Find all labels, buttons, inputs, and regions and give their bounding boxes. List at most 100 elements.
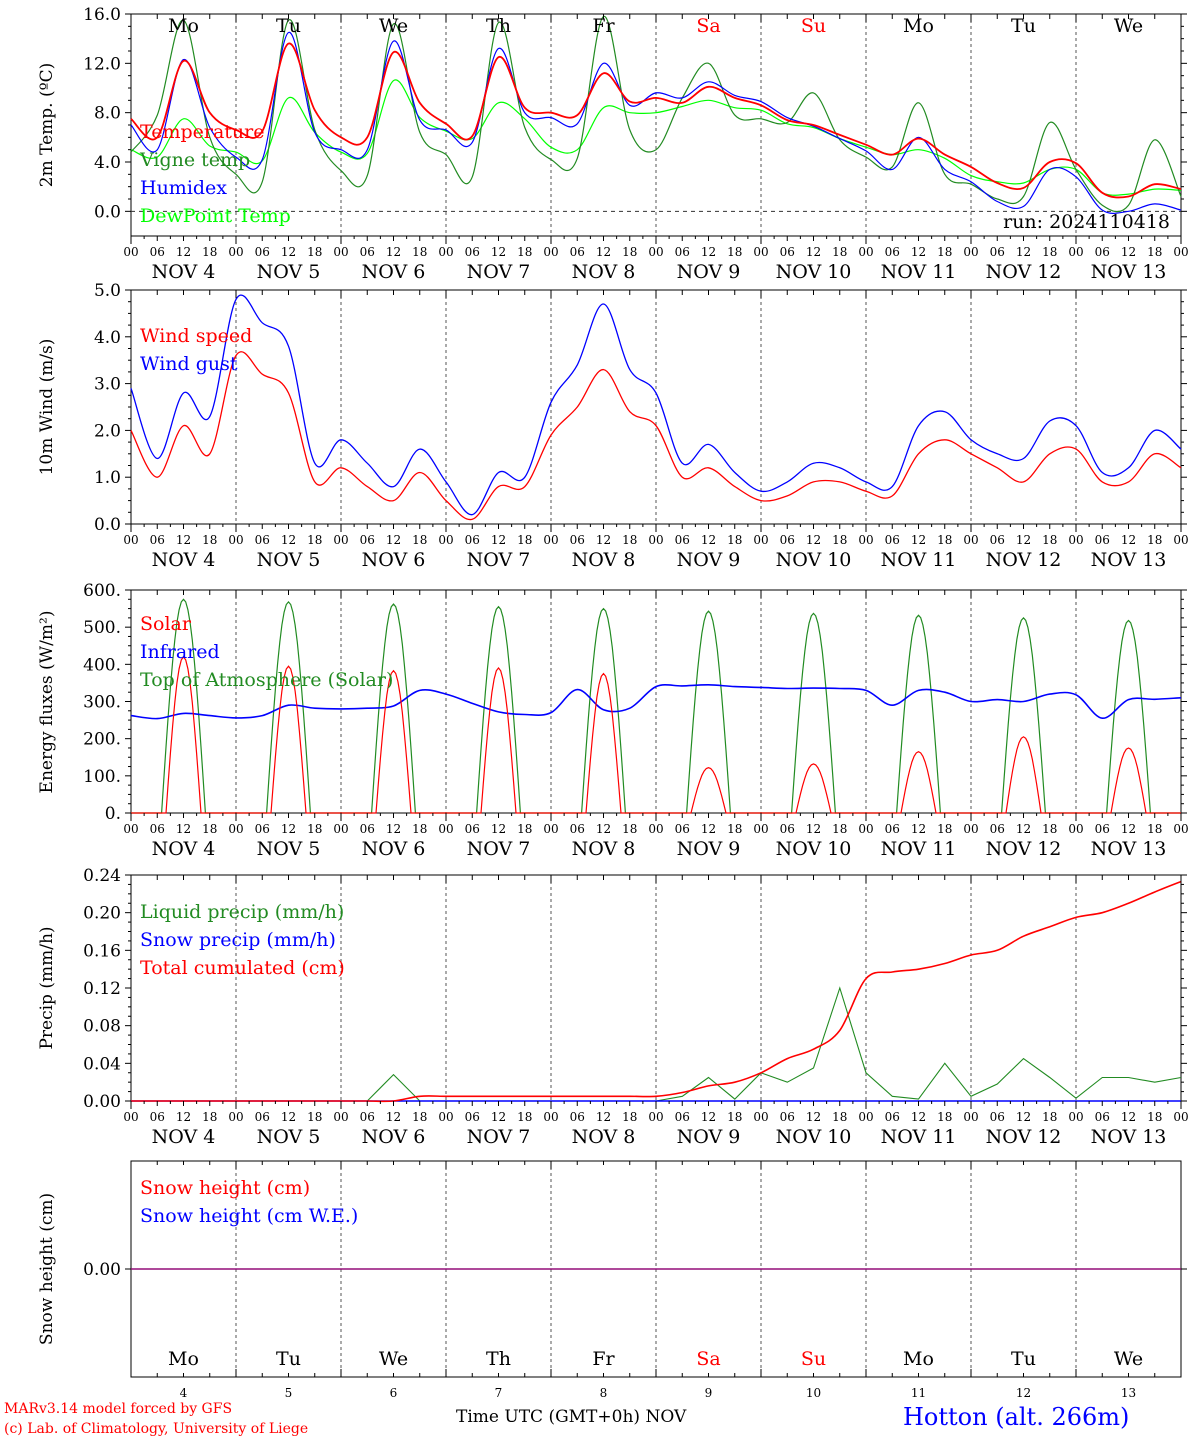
y-tick-label: 0.0: [94, 515, 121, 535]
x-tick-label: 00: [543, 245, 558, 259]
weekday-label: Su: [801, 1348, 826, 1370]
y-tick-label: 0.08: [83, 1017, 121, 1037]
series-line-dewpoint-temp: [130, 79, 1182, 196]
x-tick-label: 18: [832, 1110, 847, 1124]
series-line-wind-speed: [130, 351, 1182, 521]
x-tick-label: 12: [491, 822, 506, 836]
date-label: NOV 13: [1091, 261, 1167, 283]
day-number-label: 9: [705, 1386, 713, 1400]
x-tick-label: 00: [123, 245, 138, 259]
x-tick-label: 06: [675, 822, 690, 836]
x-tick-label: 18: [412, 245, 427, 259]
x-tick-label: 00: [123, 822, 138, 836]
x-tick-label: 06: [150, 822, 165, 836]
legend-entry: Liquid precip (mm/h): [140, 901, 344, 923]
x-tick-label: 06: [1095, 533, 1110, 547]
day-number-label: 5: [285, 1386, 293, 1400]
legend-entry: Vigne temp: [139, 149, 250, 171]
date-label: NOV 6: [362, 549, 426, 571]
weekday-label: We: [1114, 15, 1143, 37]
x-tick-label: 12: [1121, 822, 1136, 836]
x-tick-label: 00: [753, 245, 768, 259]
x-tick-label: 06: [1095, 245, 1110, 259]
y-tick-label: 600.: [83, 581, 121, 601]
x-tick-label: 18: [307, 533, 322, 547]
date-label: NOV 5: [257, 838, 321, 860]
date-label: NOV 6: [362, 838, 426, 860]
date-label: NOV 10: [776, 549, 852, 571]
x-tick-label: 06: [360, 245, 375, 259]
legend-entry: DewPoint Temp: [140, 205, 291, 227]
x-tick-label: 00: [123, 1110, 138, 1124]
x-tick-label: 00: [1173, 245, 1188, 259]
date-label: NOV 6: [362, 1126, 426, 1148]
date-label: NOV 10: [776, 261, 852, 283]
x-tick-label: 12: [386, 822, 401, 836]
x-tick-label: 00: [438, 245, 453, 259]
date-label: NOV 7: [467, 261, 531, 283]
x-tick-label: 00: [963, 822, 978, 836]
x-tick-label: 06: [255, 533, 270, 547]
x-tick-label: 18: [307, 1110, 322, 1124]
y-tick-label: 0.24: [83, 866, 121, 886]
x-tick-label: 18: [727, 245, 742, 259]
x-tick-label: 00: [543, 533, 558, 547]
x-tick-label: 06: [675, 1110, 690, 1124]
y-tick-label: 0.20: [83, 904, 121, 924]
x-tick-label: 12: [386, 245, 401, 259]
x-tick-label: 18: [622, 1110, 637, 1124]
y-axis-label: Energy fluxes (W/m²): [37, 611, 57, 794]
y-tick-label: 8.0: [94, 104, 121, 124]
y-axis-label: Snow height (cm): [37, 1193, 57, 1345]
day-number-label: 13: [1121, 1386, 1136, 1400]
x-tick-label: 06: [990, 1110, 1005, 1124]
x-tick-label: 06: [255, 1110, 270, 1124]
weekday-label: Mo: [903, 15, 934, 37]
x-tick-label: 06: [465, 533, 480, 547]
x-tick-label: 18: [412, 1110, 427, 1124]
weekday-label: Mo: [168, 15, 199, 37]
x-tick-label: 12: [386, 1110, 401, 1124]
x-tick-label: 06: [255, 822, 270, 836]
x-tick-label: 12: [911, 245, 926, 259]
x-tick-label: 00: [228, 245, 243, 259]
series-line-wind-gust: [130, 294, 1182, 516]
date-label: NOV 11: [881, 838, 957, 860]
date-label: NOV 12: [986, 1126, 1062, 1148]
x-tick-label: 06: [885, 533, 900, 547]
time-axis-label: Time UTC (GMT+0h) NOV: [456, 1407, 687, 1427]
x-tick-label: 06: [1095, 1110, 1110, 1124]
x-tick-label: 06: [465, 1110, 480, 1124]
legend-entry: Solar: [140, 613, 192, 635]
date-label: NOV 8: [572, 549, 636, 571]
date-label: NOV 12: [986, 549, 1062, 571]
date-label: NOV 4: [152, 261, 216, 283]
x-tick-label: 18: [937, 1110, 952, 1124]
date-label: NOV 11: [881, 1126, 957, 1148]
series-line-temperature: [130, 42, 1182, 199]
y-axis-label: 10m Wind (m/s): [37, 339, 57, 476]
x-tick-label: 00: [333, 533, 348, 547]
x-tick-label: 00: [1173, 533, 1188, 547]
x-tick-label: 06: [570, 822, 585, 836]
legend-entry: Snow precip (mm/h): [140, 929, 336, 951]
x-tick-label: 00: [438, 1110, 453, 1124]
y-tick-label: 0.0: [94, 202, 121, 222]
y-tick-label: 0.00: [83, 1092, 121, 1112]
x-tick-label: 12: [911, 1110, 926, 1124]
x-tick-label: 00: [333, 1110, 348, 1124]
series-line-total-cumulated: [131, 880, 1182, 1103]
run-label: run: 2024110418: [1003, 211, 1170, 233]
x-tick-label: 18: [307, 245, 322, 259]
weekday-label: Fr: [592, 1348, 615, 1370]
x-tick-label: 00: [963, 533, 978, 547]
x-tick-label: 18: [307, 822, 322, 836]
x-tick-label: 00: [228, 1110, 243, 1124]
date-label: NOV 5: [257, 1126, 321, 1148]
x-tick-label: 18: [727, 1110, 742, 1124]
x-tick-label: 12: [1016, 533, 1031, 547]
y-tick-label: 12.0: [83, 54, 121, 74]
x-tick-label: 00: [753, 822, 768, 836]
x-tick-label: 00: [648, 533, 663, 547]
x-tick-label: 06: [990, 533, 1005, 547]
